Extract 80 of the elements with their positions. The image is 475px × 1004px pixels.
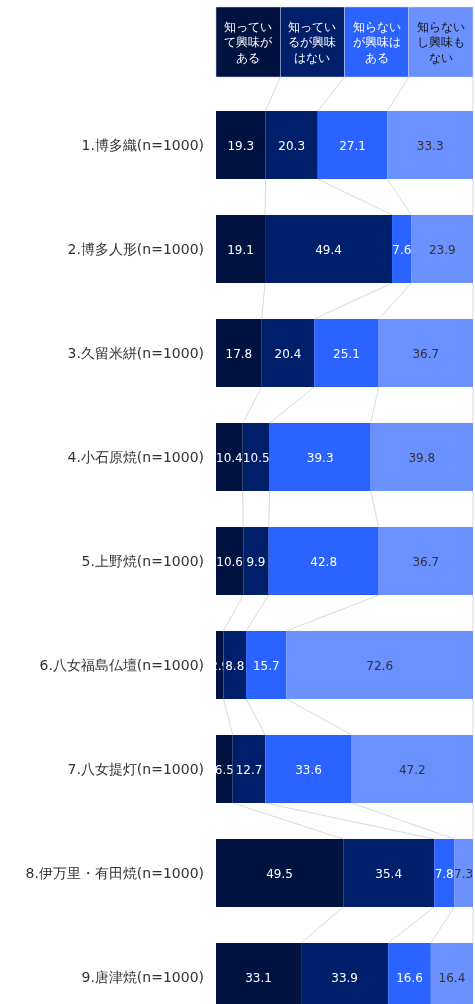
bar xyxy=(232,735,266,803)
bar xyxy=(265,215,393,283)
bar xyxy=(370,423,473,491)
y-tick-label: 5.上野焼(n=1000) xyxy=(81,553,204,569)
data-label: 36.7 xyxy=(412,554,440,569)
data-label: 33.6 xyxy=(295,762,322,777)
data-label: 10.5 xyxy=(242,450,270,465)
data-label: 27.1 xyxy=(339,138,366,153)
bar xyxy=(216,735,233,803)
data-label: 39.3 xyxy=(306,450,334,465)
bar xyxy=(216,423,243,491)
bar xyxy=(243,527,269,595)
bar xyxy=(434,839,455,907)
bar xyxy=(265,735,352,803)
bar xyxy=(265,111,318,179)
bar xyxy=(216,111,266,179)
data-label: 16.6 xyxy=(396,970,423,985)
data-label: 17.8 xyxy=(225,346,253,361)
y-tick-label: 1.博多織(n=1000) xyxy=(81,137,204,153)
bar xyxy=(343,839,435,907)
y-tick-label: 7.八女提灯(n=1000) xyxy=(67,761,204,777)
data-label: 7.3 xyxy=(454,866,474,881)
bar xyxy=(216,215,266,283)
data-label: 49.5 xyxy=(266,866,293,881)
y-tick-label: 6.八女福島仏壇(n=1000) xyxy=(39,657,204,673)
data-label: 35.4 xyxy=(375,866,403,881)
bar xyxy=(268,527,379,595)
text: 知らないが興味はある xyxy=(352,19,401,65)
bar xyxy=(242,423,270,491)
data-label: 39.8 xyxy=(408,450,436,465)
bar xyxy=(387,111,473,179)
bar xyxy=(351,735,473,803)
bar xyxy=(317,111,388,179)
bar xyxy=(216,527,244,595)
y-tick-label: 2.博多人形(n=1000) xyxy=(67,241,204,257)
data-label: 23.9 xyxy=(428,242,456,257)
bar xyxy=(378,319,473,387)
bar xyxy=(216,319,262,387)
y-tick-label: 9.唐津焼(n=1000) xyxy=(81,969,204,985)
data-label: 9.9 xyxy=(246,554,266,569)
data-label: 10.4 xyxy=(216,450,243,465)
data-label: 19.1 xyxy=(227,242,254,257)
data-label: 6.5 xyxy=(214,762,234,777)
bar xyxy=(261,319,315,387)
y-tick-label: 8.伊万里・有田焼(n=1000) xyxy=(25,865,204,881)
data-label: 20.4 xyxy=(274,346,302,361)
data-label: 20.3 xyxy=(278,138,306,153)
bar xyxy=(216,631,224,699)
data-label: 47.2 xyxy=(398,762,426,777)
bar xyxy=(411,215,473,283)
data-label: 10.6 xyxy=(216,554,243,569)
data-label: 12.7 xyxy=(235,762,263,777)
text: 知っているが興味はない xyxy=(288,19,337,65)
y-tick-label: 3.久留米絣(n=1000) xyxy=(67,345,204,361)
data-label: 25.1 xyxy=(333,346,360,361)
y-tick-label: 4.小石原焼(n=1000) xyxy=(67,449,204,465)
data-label: 33.9 xyxy=(331,970,358,985)
data-label: 42.8 xyxy=(310,554,338,569)
data-label: 49.4 xyxy=(315,242,342,257)
bar xyxy=(246,631,287,699)
bar xyxy=(378,527,473,595)
data-label: 36.7 xyxy=(412,346,440,361)
data-label: 8.8 xyxy=(225,658,245,673)
bar xyxy=(314,319,379,387)
data-label: 72.6 xyxy=(366,658,394,673)
bar xyxy=(392,215,412,283)
data-label: 15.7 xyxy=(252,658,280,673)
text: 知らないし興味もない xyxy=(416,19,465,65)
bar xyxy=(269,423,371,491)
data-label: 16.4 xyxy=(438,970,466,985)
bar xyxy=(286,631,473,699)
data-label: 19.3 xyxy=(227,138,255,153)
data-label: 33.3 xyxy=(416,138,444,153)
bar xyxy=(454,839,473,907)
bar xyxy=(216,839,344,907)
text: 知っていて興味がある xyxy=(224,19,274,65)
data-label: 7.6 xyxy=(392,242,412,257)
data-label: 33.1 xyxy=(245,970,272,985)
data-label: 7.8 xyxy=(434,866,454,881)
bar xyxy=(223,631,247,699)
